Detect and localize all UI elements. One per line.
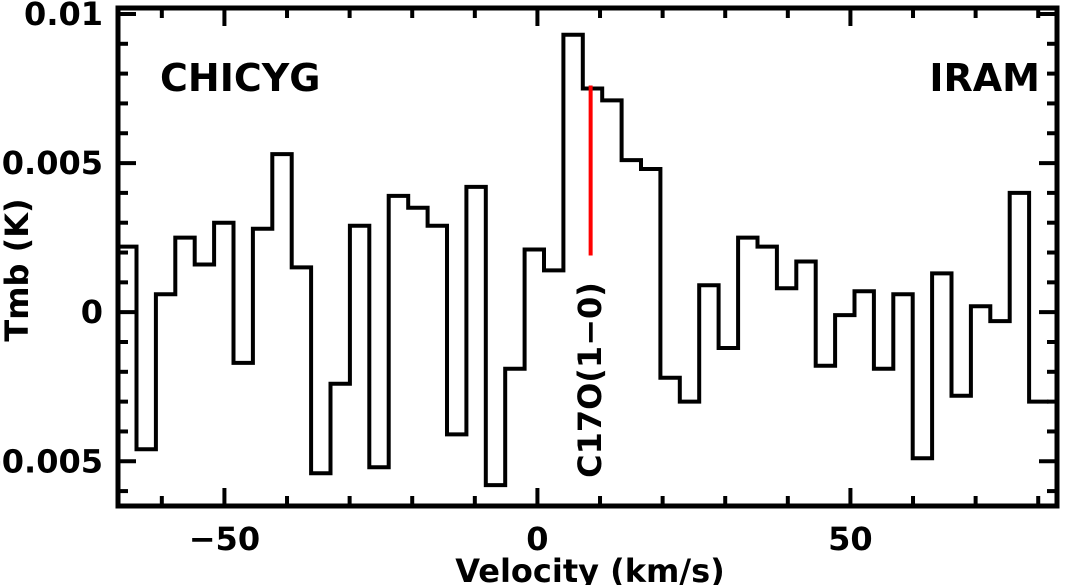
tick-labels: −50 0 50 -0.005 0 0.005 0.01: [0, 0, 873, 558]
y-axis-label: Tmb (K): [0, 198, 36, 341]
c17o-marker-label: C17O(1−0): [571, 282, 609, 478]
y-tick-label: 0.005: [2, 144, 103, 182]
x-tick-label: −50: [189, 520, 260, 558]
y-tick-label: -0.005: [0, 442, 103, 480]
x-tick-label: 0: [526, 520, 548, 558]
y-tick-label: 0: [81, 293, 103, 331]
annotation-iram: IRAM: [929, 56, 1040, 100]
spectrum-step-line: [117, 32, 1049, 488]
x-axis-label: Velocity (km/s): [455, 552, 725, 585]
y-tick-label: 0.01: [24, 0, 103, 33]
plot-frame: [115, 5, 1060, 509]
annotation-chicyg: CHICYG: [160, 56, 320, 100]
x-tick-label: 50: [828, 520, 873, 558]
